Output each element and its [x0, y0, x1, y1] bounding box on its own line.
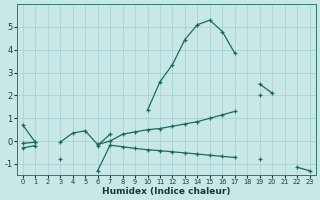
X-axis label: Humidex (Indice chaleur): Humidex (Indice chaleur) [102, 187, 230, 196]
